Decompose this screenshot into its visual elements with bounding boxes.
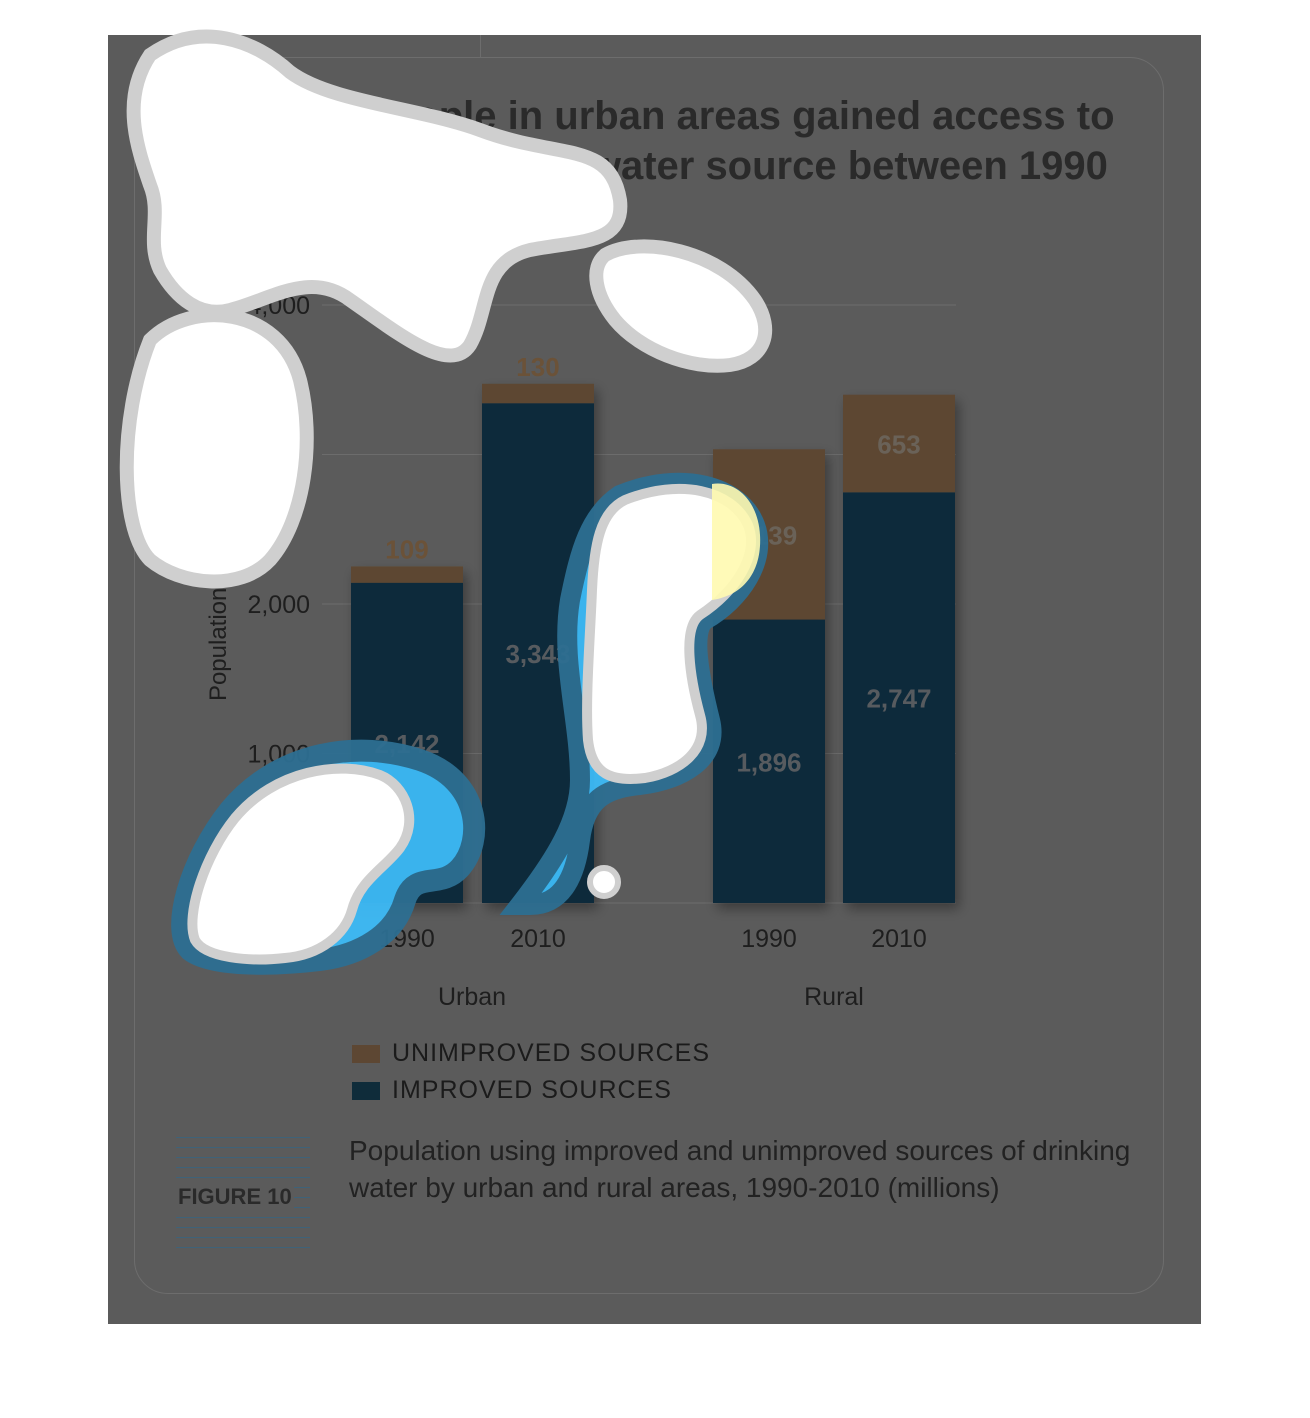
data-label-improved: 2,747 [866,684,931,714]
data-label-unimproved: 653 [877,430,920,460]
bar-unimproved [351,566,463,583]
y-axis-label: Population (millions) [205,485,232,701]
bar-unimproved [482,383,594,404]
legend-swatch-unimproved [352,1044,380,1063]
data-label-improved: 1,896 [736,747,801,777]
legend-item-unimproved: UNIMPROVED SOURCES [352,1039,710,1068]
y-tick-label: 1,000 [247,741,310,769]
data-label-unimproved: 1139 [741,520,797,550]
group-label: Urban [438,983,506,1011]
legend-swatch-improved [352,1081,380,1100]
group-label: Rural [804,983,864,1011]
stacked-bar-chart: 0 1,000 2,000 3,000 4,000 2,142 109 3,343 130 1,… [205,292,956,1011]
x-tick-label: 1990 [741,925,797,953]
stacked-bar [843,394,955,903]
bar-unimproved [843,394,955,493]
figure-number-mark: FIGURE 10 [176,1137,310,1257]
stacked-bar [713,449,825,903]
legend-label-unimproved: UNIMPROVED SOURCES [392,1039,711,1067]
data-label-unimproved: 109 [385,534,428,564]
data-label-unimproved: 130 [516,352,559,382]
legend-label-improved: IMPROVED SOURCES [392,1076,672,1104]
y-tick-label: 0 [296,890,310,918]
bar-improved [843,492,955,903]
y-tick-label: 2,000 [247,591,310,619]
x-tick-label: 2010 [510,925,566,953]
y-tick-label: 4,000 [247,292,310,320]
x-tick-label: 2010 [871,925,927,953]
inner-frame [134,57,1164,1294]
y-tick-label: 3,000 [247,442,310,470]
figure-card: 1.2 billion people in urban areas gained… [108,35,1201,1324]
x-tick-label: 1990 [379,925,435,953]
legend-item-improved: IMPROVED SOURCES [352,1076,672,1105]
figure-number: FIGURE 10 [176,1184,294,1210]
figure-caption: Population using improved and unimproved… [349,1135,1131,1203]
data-label-improved: 3,343 [505,639,570,669]
data-label-improved: 2,142 [374,729,439,759]
